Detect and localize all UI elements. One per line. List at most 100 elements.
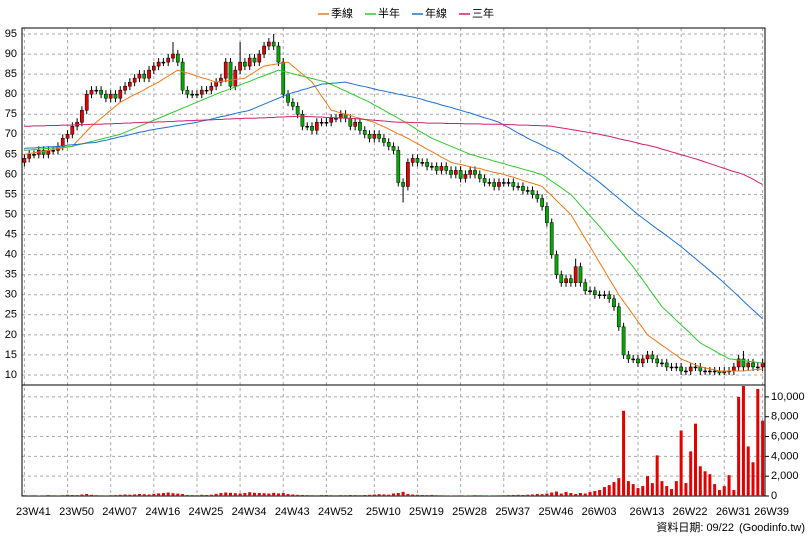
candle-body	[362, 130, 367, 135]
volume-bar	[607, 485, 611, 496]
volume-bar	[660, 481, 664, 496]
candle-body	[660, 362, 664, 365]
candle-body	[80, 109, 84, 123]
candle-body	[516, 186, 520, 188]
volume-bar	[689, 451, 693, 496]
volume-bar	[99, 495, 103, 496]
candle-body	[353, 122, 358, 127]
y2-tick-label: 8,000	[771, 411, 799, 423]
volume-bar	[583, 493, 587, 496]
volume-bar	[420, 495, 424, 496]
legend-label: 季線	[331, 6, 353, 20]
volume-bar	[693, 423, 697, 496]
candle-body	[612, 298, 616, 308]
candle-body	[334, 118, 338, 120]
y-tick-label: 50	[5, 208, 17, 220]
volume-bar	[157, 493, 161, 496]
volume-bar	[425, 495, 429, 496]
y2-tick-label: 10,000	[771, 391, 805, 403]
candle-body	[636, 358, 640, 364]
y2-tick-label: 6,000	[771, 430, 799, 442]
candle-body	[382, 138, 386, 143]
candle-body	[621, 326, 626, 356]
candle-body	[132, 77, 137, 83]
candle-body	[492, 182, 497, 187]
volume-bar	[507, 495, 511, 496]
volume-bar	[497, 495, 501, 496]
candle-body	[314, 122, 319, 131]
candle-body	[429, 166, 434, 168]
candle-body	[166, 57, 171, 63]
volume-bar	[439, 495, 443, 496]
volume-bar	[27, 495, 31, 496]
volume-bar	[415, 494, 419, 496]
volume-bar	[94, 495, 98, 496]
candle-body	[693, 366, 698, 369]
x-tick-label: 26W03	[582, 506, 617, 518]
volume-bar	[305, 495, 309, 496]
candle-body	[664, 362, 669, 368]
candle-body	[243, 61, 247, 67]
candle-body	[281, 61, 286, 95]
volume-bar	[233, 493, 237, 496]
candle-body	[195, 93, 199, 96]
x-tick-label: 26W13	[630, 506, 665, 518]
volume-bar	[161, 493, 165, 496]
volume-bar	[459, 495, 463, 496]
y-tick-label: 85	[5, 68, 17, 80]
volume-bar	[329, 495, 333, 496]
candle-body	[545, 206, 549, 223]
candle-body	[358, 122, 362, 131]
volume-bar	[363, 495, 367, 496]
volume-bar	[224, 492, 228, 496]
volume-bar	[411, 494, 415, 496]
y-tick-label: 40	[5, 249, 17, 261]
candle-body	[108, 93, 113, 99]
volume-bar	[181, 494, 185, 496]
volume-bar	[679, 430, 683, 496]
volume-bar	[219, 493, 223, 496]
volume-bar	[392, 493, 395, 496]
x-tick-label: 24W52	[318, 506, 353, 518]
candle-body	[549, 222, 554, 255]
volume-bar	[90, 494, 94, 496]
x-tick-label: 24W34	[232, 506, 267, 518]
candle-body	[401, 182, 405, 187]
candle-body	[228, 61, 233, 87]
x-tick-label: 25W46	[538, 506, 573, 518]
candle-body	[487, 182, 492, 184]
y-tick-label: 65	[5, 148, 17, 160]
candle-body	[84, 93, 89, 111]
candle-body	[449, 170, 453, 175]
volume-bar	[545, 493, 549, 496]
volume-bar	[133, 494, 137, 496]
volume-bar	[257, 493, 261, 496]
volume-bar	[185, 495, 189, 496]
candle-body	[65, 134, 70, 139]
candle-body	[180, 61, 185, 91]
volume-bar	[430, 494, 434, 496]
x-tick-label: 26W22	[673, 506, 708, 518]
candle-body	[223, 61, 228, 79]
volume-bar	[756, 388, 760, 496]
candle-body	[329, 118, 334, 123]
candle-body	[741, 358, 746, 368]
candle-body	[27, 154, 32, 159]
volume-bar	[209, 494, 213, 496]
volume-bar	[578, 493, 582, 496]
x-tick-label: 24W25	[189, 506, 224, 518]
x-tick-label: 25W10	[366, 506, 401, 518]
candle-body	[199, 89, 204, 95]
volume-bar	[492, 495, 496, 496]
candle-body	[688, 366, 693, 372]
candle-body	[391, 146, 396, 151]
candle-body	[530, 190, 535, 195]
candle-body	[137, 73, 142, 79]
x-tick-label: 24W07	[102, 506, 137, 518]
candle-body	[463, 174, 468, 179]
candle-body	[123, 85, 127, 91]
y-tick-label: 95	[5, 28, 17, 40]
candle-body	[300, 113, 305, 127]
volume-bar	[166, 492, 170, 496]
candle-body	[324, 122, 329, 124]
